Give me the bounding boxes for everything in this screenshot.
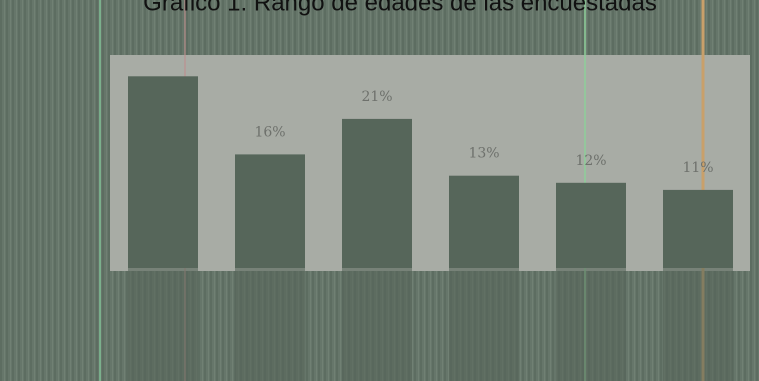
plot-area [110, 55, 750, 271]
value-label: 12% [575, 153, 606, 169]
bar [449, 175, 519, 268]
chart-title: Gráfico 1: Rango de edades de las encues… [143, 0, 657, 16]
value-label: 21% [361, 89, 392, 105]
bar-shadow [342, 268, 412, 381]
value-label: 11% [682, 160, 713, 176]
bar [235, 154, 305, 268]
bar [556, 182, 626, 268]
bar-shadow [556, 268, 626, 381]
bar-shadow [128, 268, 198, 381]
bar-shadow [663, 268, 733, 381]
bar-shadow [235, 268, 305, 381]
bar [663, 189, 733, 268]
bar [128, 76, 198, 268]
value-label: 16% [254, 124, 285, 140]
bar [342, 118, 412, 269]
bars: 16% 21% 13% 12% 11% [128, 76, 733, 381]
value-label: 13% [468, 146, 499, 162]
bar-shadow [449, 268, 519, 381]
